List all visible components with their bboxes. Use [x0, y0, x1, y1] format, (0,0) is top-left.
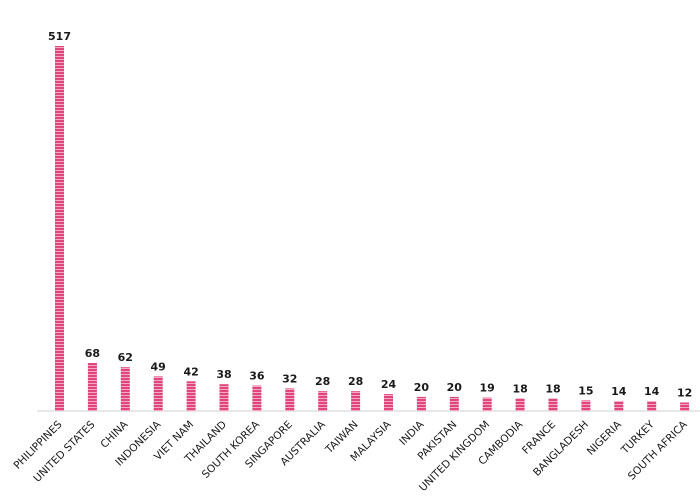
- value-label: 15: [578, 384, 593, 397]
- value-label: 12: [677, 387, 692, 400]
- value-label: 14: [644, 385, 660, 398]
- bar-indonesia: [153, 376, 163, 411]
- value-label: 49: [151, 360, 166, 373]
- value-label: 18: [545, 382, 560, 395]
- bar-taiwan: [351, 391, 361, 411]
- bar-pakistan: [449, 396, 459, 411]
- category-label: NIGERIA: [585, 418, 625, 458]
- bar-malaysia: [384, 394, 393, 411]
- bar-bangladesh: [581, 400, 591, 411]
- value-label: 18: [512, 382, 527, 395]
- value-label: 517: [48, 30, 71, 43]
- value-label: 20: [447, 381, 463, 394]
- bar-india: [416, 396, 426, 411]
- value-label: 19: [480, 382, 495, 395]
- category-label: CHINA: [98, 418, 131, 451]
- bar-viet-nam: [186, 381, 196, 411]
- value-label: 36: [249, 370, 265, 383]
- bar-south-africa: [680, 402, 690, 411]
- bars-group: [55, 46, 690, 411]
- category-label: SOUTH KOREA: [200, 418, 263, 481]
- value-label: 42: [183, 365, 198, 378]
- bar-united-states: [87, 363, 97, 411]
- category-label: UNITED STATES: [31, 418, 97, 484]
- category-label: SOUTH AFRICA: [626, 418, 690, 482]
- bar-thailand: [219, 384, 229, 411]
- value-label: 14: [611, 385, 627, 398]
- value-label: 32: [282, 372, 297, 385]
- bar-south-korea: [252, 385, 262, 411]
- bar-singapore: [285, 388, 295, 411]
- value-label: 24: [381, 378, 397, 391]
- value-label: 62: [118, 351, 133, 364]
- category-label: INDIA: [397, 418, 427, 448]
- value-label: 28: [315, 375, 330, 388]
- bar-nigeria: [614, 401, 624, 411]
- value-label: 20: [414, 381, 430, 394]
- bar-turkey: [647, 401, 657, 411]
- bar-philippines: [55, 46, 64, 411]
- bar-cambodia: [515, 398, 525, 411]
- bar-united-kingdom: [482, 397, 492, 411]
- value-label: 28: [348, 375, 363, 388]
- bar-france: [548, 398, 558, 411]
- value-labels-group: 517 68 62 49 42 38 36 32 28 28 24 20 20 19 18 18 15 14 14 1…: [48, 30, 692, 400]
- value-label: 68: [85, 347, 100, 360]
- bar-china: [120, 367, 130, 411]
- bar-australia: [318, 391, 328, 411]
- value-label: 38: [216, 368, 231, 381]
